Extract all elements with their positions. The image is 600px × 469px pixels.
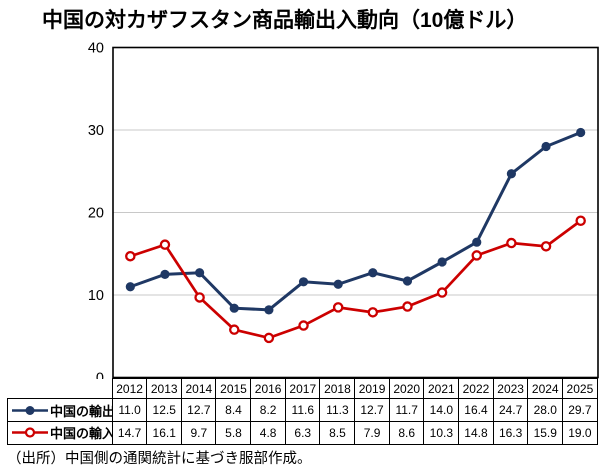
data-point-exports [402,276,413,286]
value-cell: 16.3 [492,420,529,445]
y-axis-tick-label: 0 [96,371,104,380]
data-point-exports [368,268,378,278]
value-cell: 8.2 [250,398,287,422]
value-cell: 15.9 [527,420,564,445]
legend-exports: 中国の輸出 [7,398,116,422]
value-cell: 16.1 [146,420,183,445]
year-cell: 2015 [215,378,252,400]
plot-border [112,46,599,379]
exports-series-marker-icon [12,405,48,415]
year-cell: 2024 [527,378,564,400]
data-point-exports [472,237,482,247]
value-cell: 24.7 [492,398,529,422]
data-point-exports [195,268,205,278]
value-cell: 12.7 [180,398,217,422]
data-point-imports [402,301,413,312]
exports-legend-dot-icon [25,405,35,415]
y-axis-tick-label: 20 [88,206,104,222]
y-axis-tick-label: 10 [88,288,104,304]
data-point-exports [437,257,447,267]
value-cell: 19.0 [561,420,598,445]
data-point-imports [125,250,136,262]
value-cell: 16.4 [457,398,495,422]
data-point-exports [506,169,516,179]
year-cell: 2021 [423,378,460,400]
year-cell: 2013 [146,378,183,400]
value-cell: 10.3 [423,420,460,445]
year-cell: 2023 [492,378,529,400]
year-cell: 2025 [561,378,598,400]
page-title: 中国の対カザフスタン商品輸出入動向（10億ドル） [42,9,528,32]
year-cell: 2020 [388,378,425,400]
data-point-exports [125,282,135,292]
legend-exports-label: 中国の輸出 [50,403,116,419]
imports-series-marker-icon [12,427,48,438]
data-point-exports [298,277,309,287]
value-cell: 8.6 [388,420,425,445]
y-axis-tick-label: 40 [88,41,104,57]
data-point-imports [575,215,586,226]
data-point-imports [506,237,517,249]
data-point-imports [436,287,448,298]
y-axis-tick-label: 30 [88,123,104,139]
year-header-row: 2012 2013 2014 2015 2016 2017 2018 2019 2020 2021… [7,378,598,400]
table-corner-spacer [7,378,113,400]
value-cell: 14.7 [111,420,148,445]
year-cell: 2012 [111,378,148,400]
data-point-imports [332,302,344,313]
data-point-exports [160,269,170,279]
data-point-exports [264,305,274,315]
data-point-imports [159,239,171,250]
data-point-imports [471,250,482,261]
year-cell: 2022 [457,378,495,400]
data-point-imports [228,324,240,335]
data-point-exports [333,279,343,289]
value-cell: 14.8 [457,420,495,445]
value-cell: 5.8 [215,420,252,445]
series-line-imports [129,219,582,340]
data-point-exports [229,303,239,313]
value-cell: 6.3 [284,420,321,445]
year-cell: 2019 [353,378,391,400]
imports-row: 中国の輸入 14.7 16.1 9.7 5.8 4.8 6.3 8.5 7.9 8.6 10.3 1… [7,420,598,445]
value-cell: 28.0 [527,398,564,422]
value-cell: 12.5 [146,398,183,422]
legend-imports: 中国の輸入 [7,420,116,445]
year-cell: 2017 [284,378,321,400]
legend-imports-label: 中国の輸入 [50,426,116,441]
imports-legend-dot-icon [24,427,36,438]
exports-row: 中国の輸出 11.0 12.5 12.7 8.4 8.2 11.6 11.3 12.7 11.7… [7,398,598,422]
year-cell: 2014 [180,378,217,400]
year-cell: 2018 [319,378,356,400]
data-point-exports [576,127,586,138]
value-cell: 12.7 [353,398,391,422]
data-point-imports [263,332,275,344]
data-point-imports [367,307,379,318]
data-table: 2012 2013 2014 2015 2016 2017 2018 2019 2020 2021… [7,378,598,445]
value-cell: 29.7 [561,398,598,422]
trade-line-chart: 0 10 20 30 40 [88,41,599,380]
series-line-exports [129,131,582,312]
value-cell: 4.8 [250,420,287,445]
value-cell: 9.7 [180,420,217,445]
value-cell: 11.0 [111,398,148,422]
value-cell: 11.6 [284,398,321,422]
data-point-exports [541,141,551,152]
data-point-imports [194,292,205,303]
value-cell: 8.5 [319,420,356,445]
value-cell: 11.3 [319,398,356,422]
data-point-imports [298,320,309,331]
value-cell: 8.4 [215,398,252,422]
year-cell: 2016 [250,378,287,400]
data-point-imports [540,241,552,252]
source-note: （出所）中国側の通関統計に基づき服部作成。 [7,451,312,467]
value-cell: 7.9 [353,420,391,445]
value-cell: 11.7 [388,398,425,422]
value-cell: 14.0 [423,398,460,422]
